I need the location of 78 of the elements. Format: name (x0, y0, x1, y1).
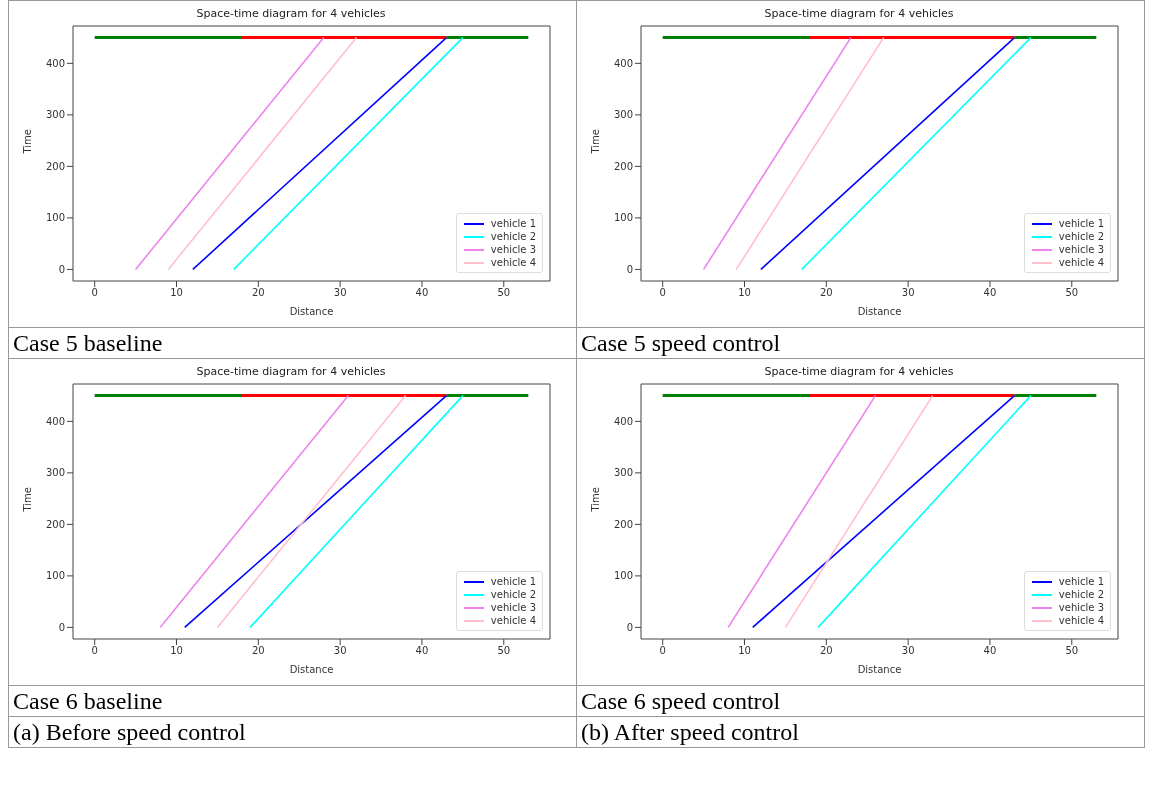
x-tick-label: 10 (738, 645, 751, 657)
x-tick-label: 40 (415, 645, 429, 657)
legend-label: vehicle 3 (490, 601, 536, 614)
legend-label: vehicle 2 (1058, 588, 1104, 601)
x-tick-label: 50 (497, 287, 511, 299)
x-tick-label: 0 (659, 287, 666, 299)
y-axis-title: Time (589, 129, 601, 155)
x-tick-label: 20 (251, 645, 265, 657)
y-tick-label: 100 (613, 212, 633, 224)
x-tick-label: 20 (819, 645, 833, 657)
text: Case 6 speed control (576, 685, 1145, 717)
x-tick-label: 10 (738, 287, 751, 299)
x-tick-label: 30 (333, 645, 347, 657)
legend-label: vehicle 1 (1058, 575, 1104, 588)
y-tick-label: 300 (45, 109, 65, 121)
legend-label: vehicle 4 (1058, 614, 1104, 627)
y-tick-label: 0 (626, 263, 633, 275)
y-tick-label: 100 (613, 570, 633, 582)
legend-label: vehicle 2 (1058, 230, 1104, 243)
x-tick-label: 10 (170, 287, 183, 299)
text: Case 5 baseline (8, 327, 577, 359)
y-tick-label: 400 (45, 57, 65, 69)
x-axis-title: Distance (289, 664, 334, 675)
legend-label: vehicle 2 (490, 230, 536, 243)
x-tick-label: 30 (901, 645, 915, 657)
legend-label: vehicle 1 (1058, 217, 1104, 230)
chart-title: Space-time diagram for 4 vehicles (763, 365, 955, 378)
y-axis-title: Time (589, 487, 601, 513)
chart-title: Space-time diagram for 4 vehicles (763, 7, 955, 20)
x-tick-label: 0 (91, 645, 98, 657)
y-tick-label: 300 (45, 467, 65, 479)
legend-label: vehicle 1 (490, 575, 536, 588)
y-tick-label: 400 (613, 57, 633, 69)
y-tick-label: 100 (45, 212, 65, 224)
legend-label: vehicle 4 (490, 256, 536, 269)
x-tick-label: 40 (983, 645, 997, 657)
x-tick-label: 20 (819, 287, 833, 299)
y-tick-label: 300 (613, 109, 633, 121)
x-tick-label: 20 (251, 287, 265, 299)
x-axis-title: Distance (289, 306, 334, 317)
x-tick-label: 10 (170, 645, 183, 657)
text: (a) Before speed control (8, 716, 577, 748)
x-axis-title: Distance (857, 306, 902, 317)
x-tick-label: 0 (91, 287, 98, 299)
legend-label: vehicle 3 (490, 243, 536, 256)
y-tick-label: 200 (613, 518, 633, 530)
x-tick-label: 40 (983, 287, 997, 299)
legend-label: vehicle 4 (1058, 256, 1104, 269)
legend-label: vehicle 1 (490, 217, 536, 230)
x-tick-label: 30 (901, 287, 915, 299)
y-tick-label: 0 (58, 621, 65, 633)
x-tick-label: 50 (1065, 287, 1079, 299)
y-tick-label: 200 (613, 160, 633, 172)
chart-title: Space-time diagram for 4 vehicles (195, 7, 387, 20)
legend-label: vehicle 2 (490, 588, 536, 601)
legend-label: vehicle 3 (1058, 601, 1104, 614)
legend-label: vehicle 3 (1058, 243, 1104, 256)
x-axis-title: Distance (857, 664, 902, 675)
y-tick-label: 0 (58, 263, 65, 275)
x-tick-label: 50 (1065, 645, 1079, 657)
y-tick-label: 300 (613, 467, 633, 479)
y-tick-label: 200 (45, 518, 65, 530)
text: Case 6 baseline (8, 685, 577, 717)
y-tick-label: 100 (45, 570, 65, 582)
legend-label: vehicle 4 (490, 614, 536, 627)
y-tick-label: 400 (45, 415, 65, 427)
y-tick-label: 0 (626, 621, 633, 633)
y-axis-title: Time (21, 129, 33, 155)
x-tick-label: 0 (659, 645, 666, 657)
chart-title: Space-time diagram for 4 vehicles (195, 365, 387, 378)
text: Case 5 speed control (576, 327, 1145, 359)
x-tick-label: 30 (333, 287, 347, 299)
x-tick-label: 40 (415, 287, 429, 299)
x-tick-label: 50 (497, 645, 511, 657)
y-axis-title: Time (21, 487, 33, 513)
y-tick-label: 200 (45, 160, 65, 172)
text: (b) After speed control (576, 716, 1145, 748)
y-tick-label: 400 (613, 415, 633, 427)
